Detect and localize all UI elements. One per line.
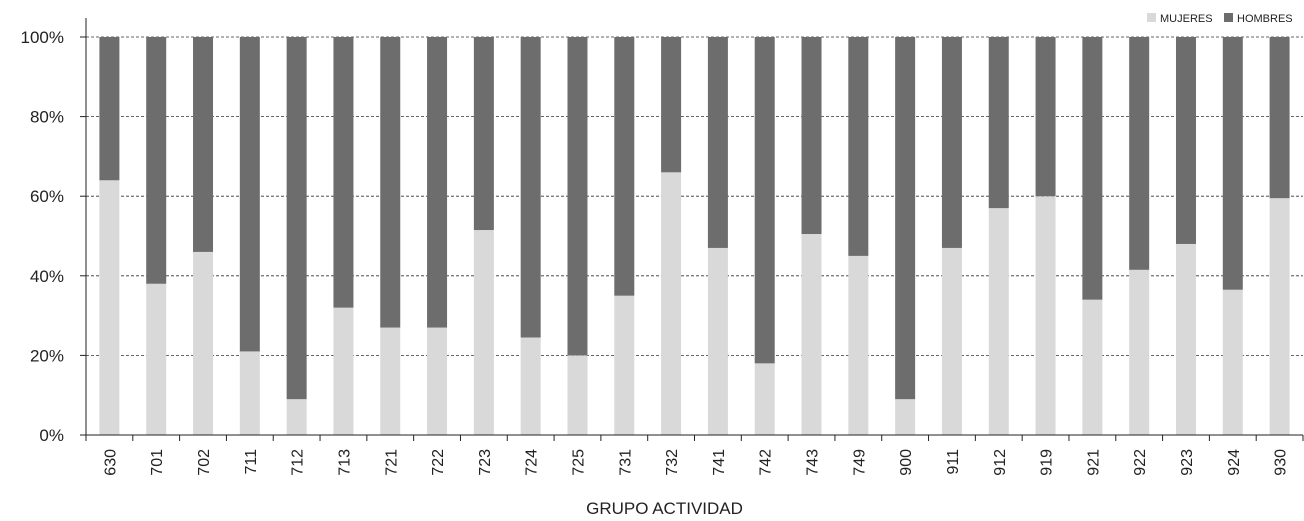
bar-mujeres-731 xyxy=(614,295,635,435)
bar-mujeres-921 xyxy=(1082,299,1103,435)
legend-label-mujeres: MUJERES xyxy=(1160,13,1213,25)
bar-hombres-743 xyxy=(801,37,822,235)
x-tick-label: 743 xyxy=(805,449,822,476)
gridlines xyxy=(86,36,1303,356)
bar-mujeres-924 xyxy=(1222,289,1243,435)
bar-mujeres-919 xyxy=(1035,196,1056,435)
bar-mujeres-702 xyxy=(193,251,214,435)
bar-hombres-924 xyxy=(1222,37,1243,290)
bar-hombres-922 xyxy=(1129,37,1150,270)
bar-mujeres-712 xyxy=(286,399,307,435)
bar-mujeres-724 xyxy=(520,337,541,435)
x-tick-label: 922 xyxy=(1132,449,1149,476)
legend-swatch-hombres xyxy=(1224,13,1233,22)
x-tick-label: 924 xyxy=(1226,449,1243,476)
x-tick-label: 742 xyxy=(758,449,775,476)
bar-mujeres-912 xyxy=(988,208,1009,435)
bar-hombres-930 xyxy=(1269,37,1290,199)
bar-mujeres-900 xyxy=(895,399,916,435)
legend: MUJERES HOMBRES xyxy=(1147,13,1293,25)
x-tick-label: 630 xyxy=(102,449,119,476)
bar-hombres-724 xyxy=(520,37,541,338)
x-tick-label: 912 xyxy=(992,449,1009,476)
y-axis-tick-labels: 0% 20% 40% 60% 80% 100% xyxy=(21,28,86,445)
x-tick-label: 921 xyxy=(1085,449,1102,476)
x-tick-label: 930 xyxy=(1273,449,1290,476)
y-tick-label: 40% xyxy=(30,267,64,286)
bar-mujeres-701 xyxy=(146,283,167,435)
y-tick-label: 60% xyxy=(30,187,64,206)
x-tick-label: 732 xyxy=(664,449,681,476)
bar-hombres-912 xyxy=(988,37,1009,209)
bar-mujeres-630 xyxy=(99,180,120,435)
bars xyxy=(99,37,1290,435)
bar-mujeres-930 xyxy=(1269,198,1290,435)
y-tick-label: 100% xyxy=(21,28,64,47)
x-axis-title: GRUPO ACTIVIDAD xyxy=(586,499,743,518)
bar-mujeres-749 xyxy=(848,255,869,435)
axes xyxy=(80,18,1303,441)
bar-hombres-731 xyxy=(614,37,635,296)
bar-hombres-742 xyxy=(754,37,775,364)
legend-label-hombres: HOMBRES xyxy=(1237,13,1293,25)
bar-hombres-921 xyxy=(1082,37,1103,300)
bar-mujeres-741 xyxy=(707,247,728,435)
bar-hombres-713 xyxy=(333,37,354,308)
bar-hombres-732 xyxy=(661,37,682,173)
x-tick-label: 701 xyxy=(149,449,166,476)
x-tick-label: 713 xyxy=(336,449,353,476)
bar-mujeres-722 xyxy=(427,327,448,435)
bar-mujeres-923 xyxy=(1175,243,1196,435)
y-tick-label: 80% xyxy=(30,108,64,127)
bar-hombres-722 xyxy=(427,37,448,328)
bar-mujeres-732 xyxy=(661,172,682,435)
bar-mujeres-922 xyxy=(1129,269,1150,435)
x-tick-label: 711 xyxy=(243,449,260,475)
x-tick-label: 721 xyxy=(383,449,400,476)
bar-mujeres-742 xyxy=(754,363,775,435)
bar-mujeres-911 xyxy=(941,247,962,435)
bar-mujeres-721 xyxy=(380,327,401,435)
x-tick-label: 923 xyxy=(1179,449,1196,476)
bar-hombres-749 xyxy=(848,37,869,256)
x-tick-label: 900 xyxy=(898,449,915,476)
x-tick-label: 702 xyxy=(196,449,213,476)
x-tick-label: 749 xyxy=(851,449,868,476)
bar-hombres-712 xyxy=(286,37,307,400)
bar-hombres-919 xyxy=(1035,37,1056,197)
x-tick-label: 911 xyxy=(945,449,962,475)
x-tick-label: 722 xyxy=(430,449,447,476)
bar-hombres-725 xyxy=(567,37,588,356)
x-tick-label: 731 xyxy=(617,449,634,476)
y-tick-label: 20% xyxy=(30,346,64,365)
bar-mujeres-723 xyxy=(473,230,494,435)
x-tick-label: 741 xyxy=(711,449,728,476)
bar-mujeres-725 xyxy=(567,355,588,435)
bar-mujeres-713 xyxy=(333,307,354,435)
bar-hombres-911 xyxy=(941,37,962,248)
legend-swatch-mujeres xyxy=(1147,13,1156,22)
x-axis-tick-labels: 630 701 702 711 712 713 721 722 723 724 725 731 732 7… xyxy=(102,435,1304,476)
x-tick-label: 919 xyxy=(1039,449,1056,476)
y-tick-label: 0% xyxy=(39,426,64,445)
bar-mujeres-743 xyxy=(801,234,822,435)
bar-hombres-723 xyxy=(473,37,494,231)
bar-hombres-702 xyxy=(193,37,214,252)
bar-hombres-701 xyxy=(146,37,167,284)
bar-mujeres-711 xyxy=(239,351,260,435)
bar-hombres-630 xyxy=(99,37,120,181)
x-tick-label: 712 xyxy=(290,449,307,476)
bar-hombres-711 xyxy=(239,37,260,352)
x-tick-label: 723 xyxy=(477,449,494,476)
bar-hombres-741 xyxy=(707,37,728,248)
bar-hombres-900 xyxy=(895,37,916,400)
bar-hombres-721 xyxy=(380,37,401,328)
x-tick-label: 725 xyxy=(570,449,587,476)
x-tick-label: 724 xyxy=(524,449,541,476)
bar-hombres-923 xyxy=(1175,37,1196,244)
